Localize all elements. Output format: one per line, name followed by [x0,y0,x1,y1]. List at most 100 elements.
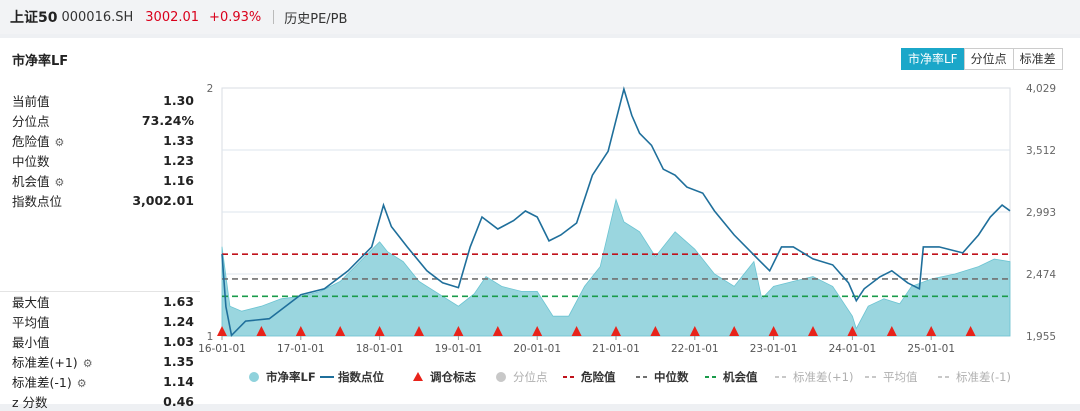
divider [273,10,275,24]
y-left-tick-label: 2 [207,83,214,95]
gear-icon[interactable]: ⚙ [54,135,65,149]
x-tick-label: 18-01-01 [356,343,404,355]
x-tick-label: 19-01-01 [435,343,483,355]
stat-value: 1.03 [163,333,194,349]
y-right-tick-label: 2,474 [1026,269,1056,281]
legend-item-label: 平均值 [883,370,918,384]
y-right-tick-label: 3,512 [1026,145,1056,157]
x-tick-label: 21-01-01 [592,343,640,355]
tab-stddev[interactable]: 标准差 [1012,48,1063,70]
stat-label: 当前值 [12,93,50,109]
stat-row: 最大值 1.63 [12,291,194,311]
stat-label: 指数点位 [12,193,63,209]
rebalance-marker [571,326,582,336]
stat-label: 机会值 ⚙ [12,173,65,189]
index-change: +0.93% [209,9,262,25]
rebalance-marker [217,326,227,336]
rebalance-marker [453,326,464,336]
legend-swatch [496,372,506,382]
x-tick-label: 20-01-01 [513,343,561,355]
legend-item-label: 中位数 [654,370,689,384]
stat-row: 当前值 1.30 [12,90,194,110]
stat-label: 标准差(-1) ⚙ [12,374,87,390]
rebalance-marker [374,326,385,336]
rebalance-marker [886,326,897,336]
y-right-tick-label: 1,955 [1026,331,1056,343]
y-right-tick-label: 4,029 [1026,83,1056,95]
gear-icon[interactable]: ⚙ [54,175,65,189]
x-tick-label: 24-01-01 [829,343,877,355]
valuation-chart: 1,955 2,474 2,993 3,512 4,029 1 2 16-01-01 17-01… [198,83,1056,384]
rebalance-marker [532,326,543,336]
stat-value: 1.16 [163,172,194,188]
stat-value: 73.24% [141,112,194,128]
stat-label: 中位数 [12,153,50,169]
stat-value: 1.24 [163,313,194,329]
section-title: 历史PE/PB [284,11,348,27]
legend-item-label: 标准差(+1) [793,370,853,384]
x-tick-label: 16-01-01 [198,343,246,355]
legend-item-label: 标准差(-1) [956,370,1011,384]
rebalance-marker [965,326,976,336]
stat-value: 1.14 [163,373,194,389]
valuation-panel: 市净率LF 市净率LF 分位点 标准差 当前值 1.30 分位点 73.24% 危险值 ⚙… [0,38,1080,410]
legend-item-label: 分位点 [513,370,548,384]
stat-row: 平均值 1.24 [12,311,194,331]
legend-swatch [413,372,423,381]
stat-row: 中位数 1.23 [12,150,194,170]
index-code: 000016.SH [61,9,134,25]
x-tick-label: 17-01-01 [277,343,325,355]
rebalance-marker [492,326,503,336]
legend-item-label: 危险值 [580,370,616,384]
rebalance-marker [414,326,424,336]
y-left-tick-label: 1 [207,331,214,343]
x-tick-label: 25-01-01 [907,343,955,355]
stat-value: 1.33 [163,132,194,148]
rebalance-marker [611,326,621,336]
stat-row: 标准差(+1) ⚙ 1.35 [12,351,194,371]
stats-divider [0,291,200,292]
tab-pb[interactable]: 市净率LF [901,48,965,70]
stat-row: 标准差(-1) ⚙ 1.14 [12,371,194,391]
stat-value: 1.23 [163,152,194,168]
top-bar: 上证50 000016.SH 3002.01 +0.93% 历史PE/PB [0,0,1080,34]
stat-value: 1.35 [163,353,194,369]
stat-label: 平均值 [12,314,50,330]
gear-icon[interactable]: ⚙ [76,376,87,390]
stat-row: 最小值 1.03 [12,331,194,351]
legend-swatch [249,372,259,382]
rebalance-marker [847,326,858,336]
metric-tabs: 市净率LF 分位点 标准差 [901,48,1063,70]
x-tick-label: 23-01-01 [750,343,798,355]
rebalance-marker [689,326,700,336]
rebalance-marker [808,326,818,336]
legend-item-label: 机会值 [723,370,758,384]
rebalance-marker [295,326,306,336]
legend-item-label: 指数点位 [338,370,384,384]
stat-value: 1.63 [163,293,194,309]
stat-label: 最小值 [12,334,50,350]
stat-row: 分位点 73.24% [12,110,194,130]
stat-value: 1.30 [163,92,194,108]
index-line-series [221,86,1011,338]
rebalance-marker [335,326,346,336]
gear-icon[interactable]: ⚙ [82,356,93,370]
rebalance-marker [768,326,779,336]
pb-area-series [221,198,1011,337]
rebalance-marker [729,326,740,336]
stat-row: 指数点位 3,002.01 [12,190,194,210]
panel-title: 市净率LF [12,54,69,69]
x-tick-label: 22-01-01 [671,343,719,355]
tab-percentile[interactable]: 分位点 [963,48,1014,70]
stat-row: 机会值 ⚙ 1.16 [12,170,194,190]
index-name: 上证50 [10,10,58,26]
stat-label: 分位点 [12,113,50,129]
stat-label: 危险值 ⚙ [12,133,65,149]
index-price: 3002.01 [145,9,200,25]
stat-label: 标准差(+1) ⚙ [12,354,93,370]
rebalance-marker [256,326,267,336]
rebalance-marker [650,326,661,336]
stat-label: 最大值 [12,294,50,310]
stat-value: 3,002.01 [132,192,194,208]
rebalance-marker [926,326,937,336]
